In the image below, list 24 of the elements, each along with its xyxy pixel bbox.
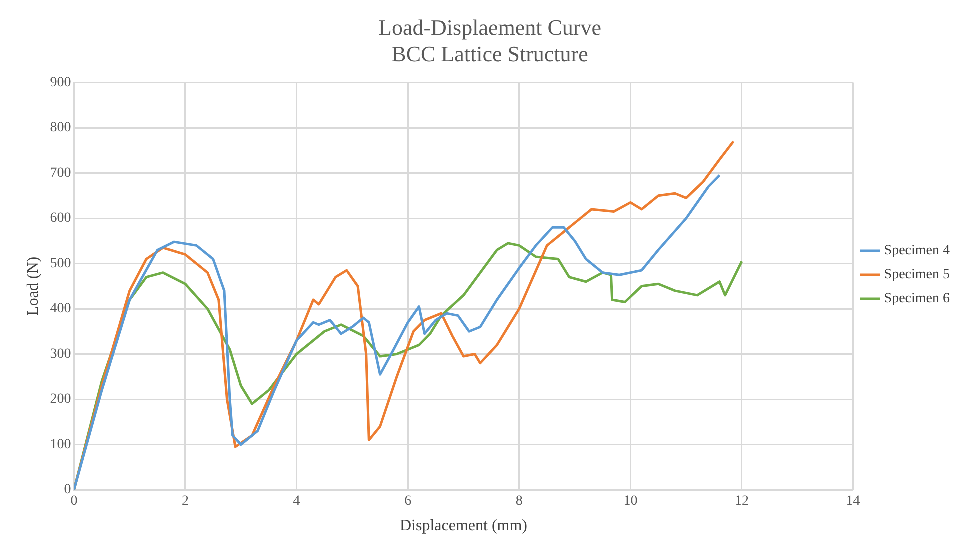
y-tick-label: 400 xyxy=(50,302,72,317)
text: Load-Displaement Curve xyxy=(378,14,602,40)
y-axis-title: Load (N) xyxy=(24,256,42,316)
x-tick-label: 14 xyxy=(846,494,860,510)
y-tick-label: 900 xyxy=(50,75,72,90)
x-tick-label: 12 xyxy=(734,494,749,510)
x-tick-label: 8 xyxy=(516,494,523,510)
legend-label: Specimen 5 xyxy=(884,268,950,283)
x-tick-label: 10 xyxy=(624,494,638,510)
legend-label: Specimen 6 xyxy=(884,292,950,307)
legend-label: Specimen 4 xyxy=(884,244,950,259)
x-tick-label: 2 xyxy=(182,494,189,510)
y-tick-label: 0 xyxy=(64,482,72,498)
text: BCC Lattice Structure xyxy=(392,41,588,66)
x-tick-label: 6 xyxy=(404,494,412,510)
y-tick-label: 100 xyxy=(50,437,72,452)
y-tick-label: 500 xyxy=(50,256,72,272)
y-tick-label: 700 xyxy=(50,166,72,181)
x-axis-title: Displacement (mm) xyxy=(400,518,528,535)
x-tick-label: 4 xyxy=(293,494,300,510)
y-tick-label: 300 xyxy=(50,346,72,362)
y-tick-label: 200 xyxy=(50,392,72,408)
y-tick-label: 800 xyxy=(50,120,72,136)
y-tick-label: 600 xyxy=(50,211,72,226)
